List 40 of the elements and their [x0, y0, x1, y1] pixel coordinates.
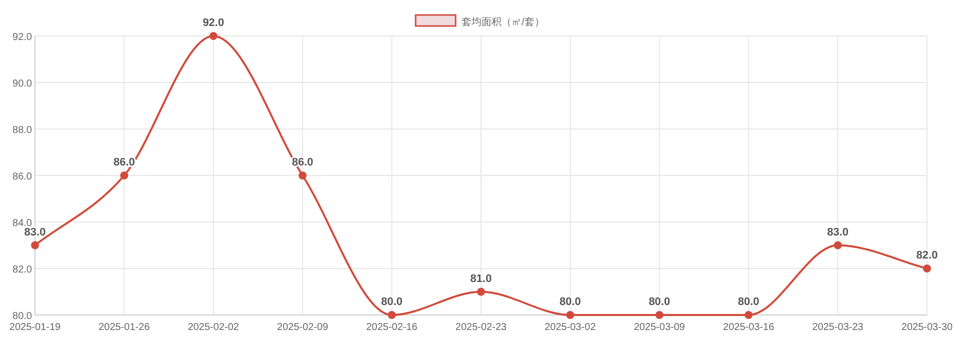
- data-label: 92.0: [202, 17, 224, 29]
- point: [120, 172, 128, 180]
- point: [566, 311, 574, 319]
- data-label: 80.0: [648, 296, 670, 308]
- data-label: 83.0: [24, 226, 46, 238]
- x-tick-label: 2025-03-16: [723, 322, 775, 333]
- data-label: 80.0: [738, 296, 760, 308]
- point: [209, 32, 218, 40]
- x-tick-label: 2025-02-02: [188, 322, 240, 333]
- point: [923, 264, 931, 272]
- x-tick-label: 2025-01-19: [9, 322, 62, 333]
- y-tick-label: 84.0: [12, 218, 32, 229]
- legend-label: 套均面积（㎡/套）: [462, 16, 544, 28]
- data-label: 82.0: [916, 250, 938, 262]
- x-tick-label: 2025-02-09: [277, 322, 329, 333]
- y-tick-label: 82.0: [12, 264, 32, 276]
- y-tick-label: 90.0: [12, 78, 32, 90]
- point: [31, 241, 39, 250]
- point: [477, 288, 485, 296]
- y-tick-label: 92.0: [12, 32, 32, 43]
- data-label: 80.0: [559, 296, 581, 308]
- point: [388, 311, 396, 319]
- point: [298, 172, 307, 180]
- data-label: 80.0: [381, 296, 403, 308]
- x-tick-label: 2025-03-30: [901, 322, 954, 333]
- x-tick-label: 2025-03-02: [544, 322, 596, 333]
- legend: 套均面积（㎡/套）: [414, 14, 544, 28]
- x-tick-label: 2025-02-16: [366, 322, 418, 333]
- point: [744, 311, 753, 319]
- x-tick-label: 2025-03-09: [634, 322, 686, 333]
- data-label: 83.0: [827, 226, 849, 238]
- point: [834, 241, 842, 250]
- y-tick-label: 86.0: [12, 172, 32, 182]
- x-tick-label: 2025-03-23: [812, 322, 864, 333]
- point: [655, 311, 664, 319]
- data-label: 81.0: [470, 272, 492, 285]
- y-tick-label: 80.0: [12, 311, 32, 322]
- x-tick-label: 2025-02-23: [455, 322, 508, 333]
- y-tick-label: 88.0: [12, 125, 32, 136]
- x-tick-label: 2025-01-26: [98, 322, 150, 333]
